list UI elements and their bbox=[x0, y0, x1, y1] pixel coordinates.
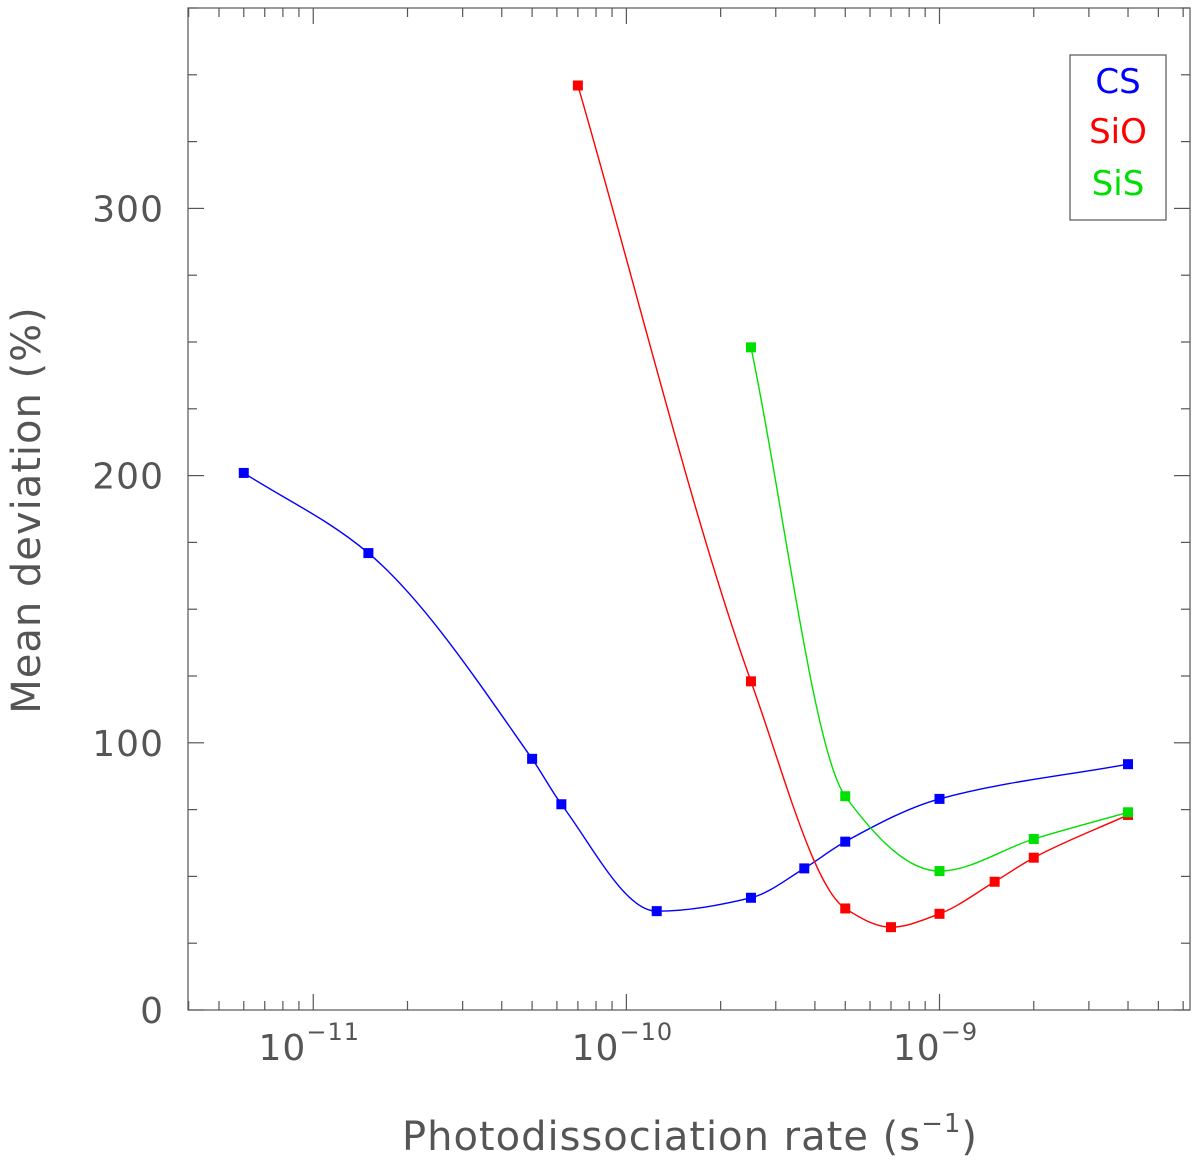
y-tick-label: 200 bbox=[92, 457, 164, 498]
x-tick-label: 10−11 bbox=[259, 1018, 360, 1069]
y-tick-label: 0 bbox=[140, 991, 164, 1032]
series-markers bbox=[238, 80, 1134, 933]
data-point-sio bbox=[840, 903, 851, 914]
data-point-cs bbox=[556, 799, 567, 810]
data-point-sis bbox=[1123, 807, 1134, 818]
x-axis-title: Photodissociation rate (s−1) bbox=[402, 1109, 978, 1160]
plot-frame bbox=[187, 7, 1191, 1011]
legend-box bbox=[1069, 54, 1167, 221]
y-axis-title: Mean deviation (%) bbox=[4, 306, 50, 714]
x-tick-label-exponent: −10 bbox=[619, 1018, 673, 1046]
x-tick-label-exponent: −11 bbox=[306, 1018, 360, 1046]
x-tick-label: 10−9 bbox=[893, 1018, 978, 1069]
x-tick-label: 10−10 bbox=[572, 1018, 673, 1069]
data-point-cs bbox=[799, 863, 810, 874]
data-point-sis bbox=[745, 342, 756, 353]
x-axis-title-tail: ) bbox=[961, 1114, 978, 1160]
data-point-cs bbox=[1123, 759, 1134, 770]
data-point-sis bbox=[934, 866, 945, 877]
data-point-sio bbox=[885, 922, 896, 933]
data-point-cs bbox=[238, 467, 249, 478]
data-point-cs bbox=[745, 892, 756, 903]
legend-entry-cs: CS bbox=[1095, 62, 1140, 102]
y-tick-label: 100 bbox=[92, 724, 164, 765]
data-point-cs bbox=[840, 836, 851, 847]
data-point-sio bbox=[572, 80, 583, 91]
data-point-cs bbox=[527, 753, 538, 764]
x-tick-label-base: 10 bbox=[893, 1028, 941, 1069]
data-point-sio bbox=[1028, 852, 1039, 863]
x-tick-label-base: 10 bbox=[572, 1028, 620, 1069]
data-point-sis bbox=[840, 791, 851, 802]
series-line-sio bbox=[577, 85, 1129, 928]
data-point-cs bbox=[363, 548, 374, 559]
x-tick-label-base: 10 bbox=[259, 1028, 307, 1069]
x-tick-label-exponent: −9 bbox=[941, 1018, 978, 1046]
legend: CS SiO SiS bbox=[1069, 54, 1167, 221]
x-axis-title-main: Photodissociation rate (s bbox=[402, 1114, 921, 1160]
data-point-sio bbox=[934, 908, 945, 919]
data-point-sio bbox=[745, 676, 756, 687]
legend-entry-sis: SiS bbox=[1092, 164, 1145, 204]
data-point-sis bbox=[1028, 833, 1039, 844]
data-point-sio bbox=[989, 876, 1000, 887]
axis-ticks bbox=[188, 7, 1190, 1011]
y-tick-label: 300 bbox=[92, 189, 164, 230]
data-point-cs bbox=[651, 906, 662, 917]
x-axis-title-exponent: −1 bbox=[921, 1109, 961, 1139]
legend-entry-sio: SiO bbox=[1089, 112, 1147, 152]
data-point-cs bbox=[934, 793, 945, 804]
